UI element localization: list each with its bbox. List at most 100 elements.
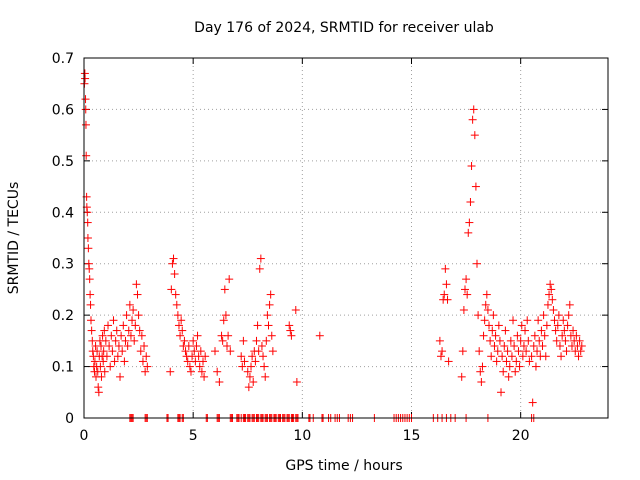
data-point <box>543 300 552 309</box>
data-point <box>291 306 300 314</box>
data-point <box>553 321 562 330</box>
data-point <box>442 280 451 289</box>
y-tick-label: 0.6 <box>52 102 74 118</box>
data-point <box>251 357 260 366</box>
data-point <box>551 326 560 335</box>
data-point <box>436 352 445 361</box>
data-point <box>522 347 531 356</box>
data-point <box>83 218 92 227</box>
data-point <box>118 347 127 356</box>
data-point <box>517 321 526 330</box>
data-point <box>315 331 324 340</box>
data-point <box>237 352 246 361</box>
data-point <box>471 182 480 191</box>
data-point <box>252 336 261 345</box>
data-point <box>130 336 139 345</box>
data-point <box>485 321 494 330</box>
data-point <box>100 367 109 376</box>
data-point <box>136 347 145 356</box>
data-point <box>483 306 492 314</box>
data-point <box>575 336 584 345</box>
data-point <box>511 367 520 376</box>
data-point <box>261 372 270 381</box>
data-point <box>524 336 533 345</box>
data-point <box>141 367 150 376</box>
data-point <box>239 336 248 345</box>
data-point <box>99 357 108 366</box>
data-point <box>537 326 546 335</box>
data-point <box>470 131 479 140</box>
data-point <box>541 352 550 361</box>
data-point <box>123 342 132 350</box>
data-point <box>260 362 269 371</box>
data-point <box>240 357 249 366</box>
data-point <box>482 290 491 299</box>
data-point <box>459 306 468 314</box>
data-point <box>137 331 146 340</box>
data-point <box>264 321 273 330</box>
data-point <box>574 352 583 361</box>
data-point <box>177 316 186 325</box>
data-point <box>219 316 228 325</box>
y-tick-label: 0.2 <box>52 308 74 324</box>
data-point <box>101 336 110 345</box>
data-point <box>215 378 224 386</box>
data-point <box>166 367 175 376</box>
data-point <box>238 362 247 371</box>
data-point <box>119 321 128 330</box>
data-point <box>90 357 99 366</box>
data-point <box>513 331 522 340</box>
data-point <box>107 331 116 340</box>
data-point <box>253 321 262 330</box>
data-point <box>86 290 95 299</box>
data-point <box>259 352 268 361</box>
data-point <box>140 342 149 350</box>
data-point <box>169 254 178 263</box>
data-point <box>108 347 117 356</box>
data-point <box>486 336 495 345</box>
data-point <box>191 357 200 366</box>
data-point <box>81 95 90 104</box>
data-point <box>86 316 95 325</box>
data-point <box>465 218 474 227</box>
data-point <box>249 378 258 386</box>
data-point <box>167 285 176 294</box>
data-point <box>503 347 512 356</box>
data-point <box>198 357 207 366</box>
x-tick-label: 20 <box>512 428 530 444</box>
data-point <box>112 326 121 335</box>
data-point <box>121 336 130 345</box>
data-point <box>558 331 567 340</box>
data-point <box>492 357 501 366</box>
data-point <box>126 331 135 340</box>
data-point <box>186 367 195 376</box>
data-point <box>490 342 499 350</box>
data-point <box>562 347 571 356</box>
data-point <box>244 383 253 392</box>
data-point <box>94 383 103 392</box>
data-point <box>509 316 518 325</box>
data-point <box>106 362 115 371</box>
data-point <box>131 321 140 330</box>
data-point <box>84 244 93 253</box>
data-point <box>82 151 91 160</box>
data-point <box>104 321 113 330</box>
data-point <box>173 311 182 320</box>
data-point <box>514 347 523 356</box>
data-point <box>81 74 90 83</box>
data-point <box>265 300 274 309</box>
data-point <box>224 331 233 340</box>
data-point <box>512 357 521 366</box>
data-point <box>507 352 516 361</box>
data-point <box>267 331 276 340</box>
data-point <box>110 357 119 366</box>
data-point <box>109 316 118 325</box>
data-point <box>85 275 94 284</box>
data-point <box>495 336 504 345</box>
data-point <box>81 120 90 129</box>
y-tick-label: 0 <box>65 411 74 427</box>
data-point <box>200 372 209 381</box>
data-point <box>466 198 475 206</box>
data-point <box>185 362 194 371</box>
data-point <box>99 347 108 356</box>
